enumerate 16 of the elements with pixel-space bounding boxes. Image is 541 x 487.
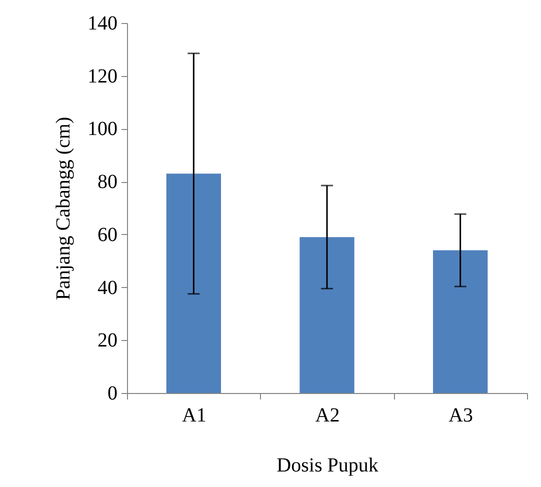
y-tick-label: 40 [98, 276, 118, 299]
y-axis-title: Panjang Cabangg (cm) [52, 116, 74, 300]
x-tick-label: A2 [315, 404, 340, 426]
x-axis-title: Dosis Pupuk [276, 454, 378, 476]
x-tick-label: A3 [448, 404, 474, 426]
bar [300, 237, 354, 393]
y-tick-label: 20 [98, 330, 118, 352]
y-tick-label: 60 [98, 224, 118, 246]
x-tick-label: A1 [182, 404, 206, 426]
bar [166, 174, 221, 393]
y-tick-label: 140 [88, 12, 118, 34]
y-tick-label: 100 [88, 118, 118, 140]
y-tick-label: 80 [98, 171, 118, 194]
bar [433, 250, 488, 393]
y-tick-label: 120 [88, 65, 118, 88]
y-tick-label: 0 [108, 382, 118, 404]
